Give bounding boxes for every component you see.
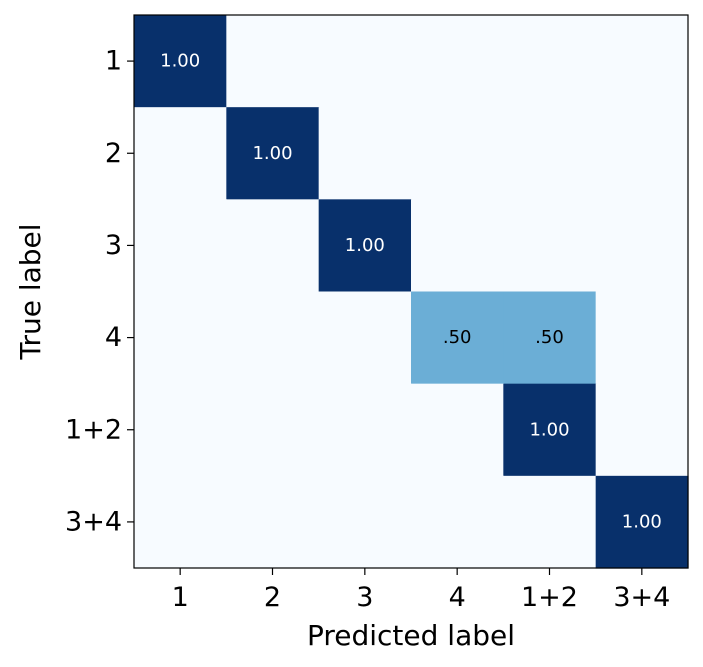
heatmap-cell xyxy=(595,291,689,385)
heatmap-cell xyxy=(226,15,320,108)
cell-value-label: 1.00 xyxy=(622,511,662,532)
heatmap-cell xyxy=(503,15,597,108)
y-tick-label: 2 xyxy=(105,138,122,169)
cell-value-label: .50 xyxy=(443,327,472,348)
x-tick-label: 1 xyxy=(172,582,189,613)
y-tick-label: 1 xyxy=(105,46,122,77)
heatmap-cell xyxy=(503,107,597,200)
heatmap-cell xyxy=(226,383,320,477)
heatmap-cell xyxy=(411,291,504,385)
heatmap-cell xyxy=(318,15,412,108)
y-axis-ticks: 1 2 3 4 1+2 3+4 xyxy=(65,46,134,537)
heatmap-cell xyxy=(503,383,597,477)
heatmap-cell xyxy=(595,199,689,293)
y-tick-label: 3 xyxy=(105,230,122,261)
heatmap-cell xyxy=(595,107,689,200)
heatmap-cell xyxy=(318,107,412,200)
heatmap-cells xyxy=(134,15,689,569)
heatmap-cell xyxy=(134,291,227,385)
heatmap-cell xyxy=(595,15,689,108)
cell-value-label: 1.00 xyxy=(345,235,385,256)
heatmap-cell xyxy=(134,15,227,108)
cell-value-label: 1.00 xyxy=(529,419,569,440)
x-axis-label: Predicted label xyxy=(307,619,515,652)
heatmap-cell xyxy=(411,199,504,293)
heatmap-cell xyxy=(318,291,412,385)
heatmap-cell xyxy=(226,199,320,293)
heatmap-cell xyxy=(318,383,412,477)
x-tick-label: 1+2 xyxy=(521,582,578,613)
heatmap-cell xyxy=(226,291,320,385)
heatmap-cell xyxy=(411,475,504,569)
x-tick-label: 2 xyxy=(264,582,281,613)
heatmap-cell xyxy=(226,107,320,200)
x-tick-label: 4 xyxy=(449,582,466,613)
y-tick-label: 4 xyxy=(105,322,122,353)
heatmap-cell xyxy=(503,475,597,569)
cell-value-label: 1.00 xyxy=(252,143,292,164)
heatmap-cell xyxy=(318,199,412,293)
x-tick-label: 3 xyxy=(356,582,373,613)
cell-value-label: .50 xyxy=(535,327,564,348)
cell-value-label: 1.00 xyxy=(160,51,200,72)
x-axis-ticks: 1 2 3 4 1+2 3+4 xyxy=(172,568,670,613)
heatmap-cell xyxy=(411,107,504,200)
heatmap-cell xyxy=(595,475,689,569)
heatmap-cell xyxy=(595,383,689,477)
heatmap-cell xyxy=(134,475,227,569)
heatmap-cell xyxy=(411,15,504,108)
heatmap-cell xyxy=(134,383,227,477)
plot-frame xyxy=(133,14,689,569)
heatmap-cell xyxy=(134,199,227,293)
heatmap-cell xyxy=(226,475,320,569)
heatmap-cell xyxy=(411,383,504,477)
cell-value-labels: 1.00 1.00 1.00 .50 .50 1.00 1.00 xyxy=(160,51,662,533)
y-tick-label: 3+4 xyxy=(65,506,122,537)
heatmap-cell xyxy=(318,475,412,569)
heatmap-cell xyxy=(503,199,597,293)
y-tick-label: 1+2 xyxy=(65,414,122,445)
y-axis-label: True label xyxy=(14,223,47,360)
x-tick-label: 3+4 xyxy=(613,582,670,613)
heatmap-cell xyxy=(503,291,597,385)
heatmap-cell xyxy=(134,107,227,200)
